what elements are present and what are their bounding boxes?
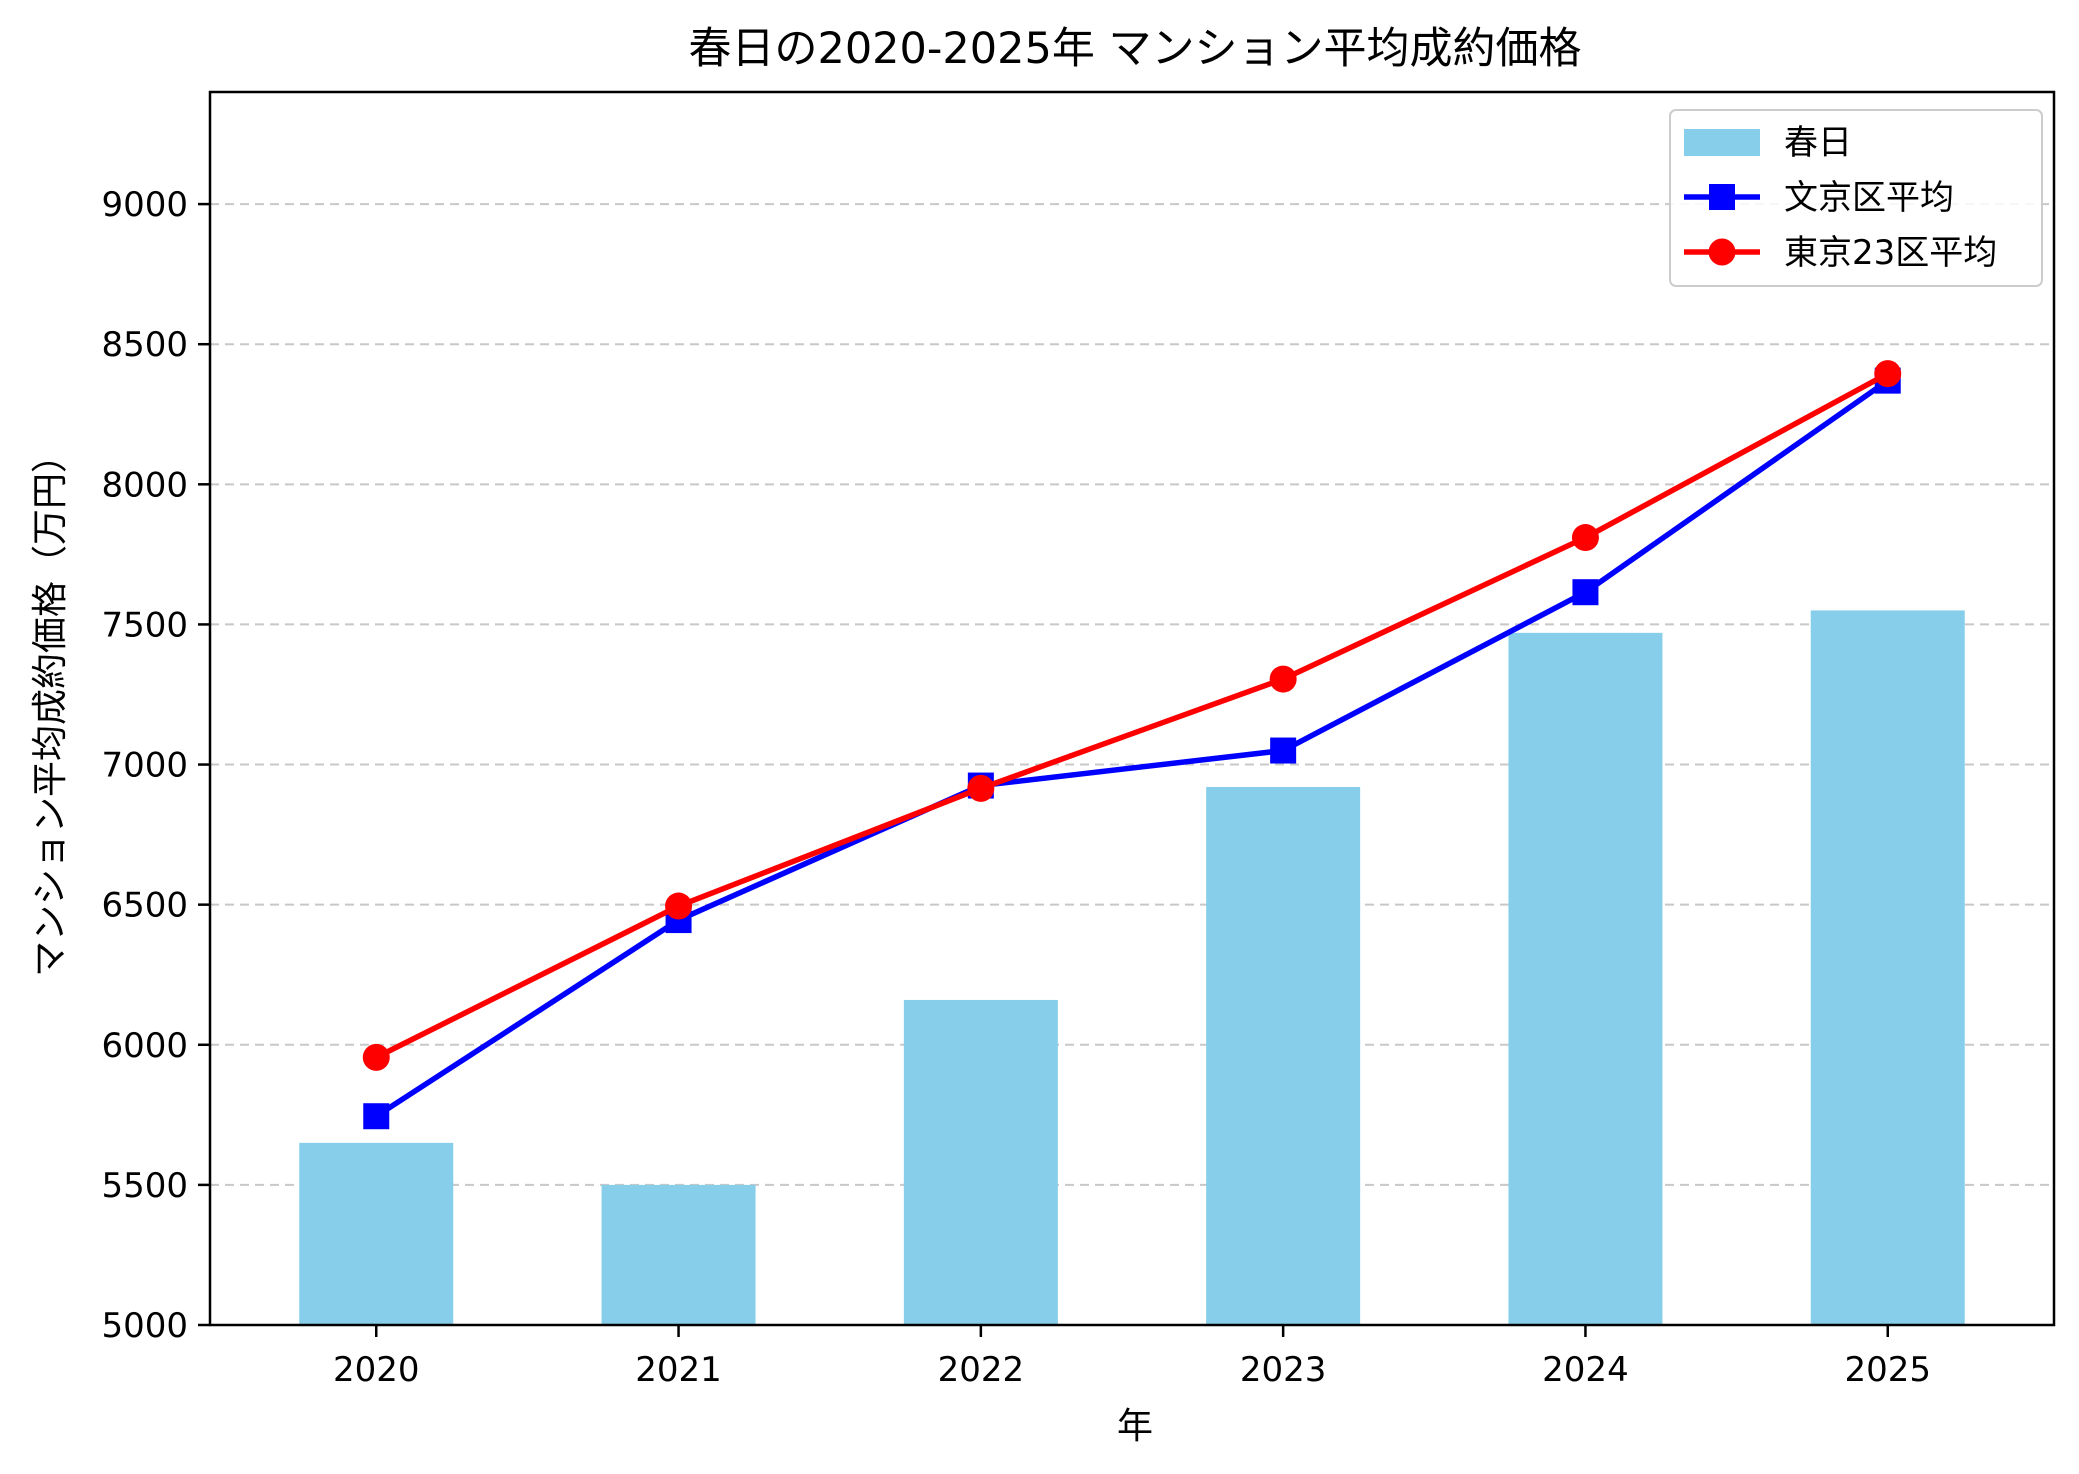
bar-2021 bbox=[602, 1185, 756, 1325]
legend-label-0: 春日 bbox=[1784, 123, 1852, 163]
y-tick-label-6500: 6500 bbox=[101, 886, 188, 926]
bar-2025 bbox=[1811, 610, 1965, 1325]
bar-2020 bbox=[299, 1143, 453, 1325]
y-tick-label-5500: 5500 bbox=[101, 1166, 188, 1206]
x-axis-label: 年 bbox=[1117, 1406, 1153, 1447]
y-tick-label-9000: 9000 bbox=[101, 185, 188, 225]
chart-title: 春日の2020-2025年 マンション平均成約価格 bbox=[688, 24, 1581, 74]
x-tick-label-2024: 2024 bbox=[1542, 1350, 1629, 1390]
y-axis-label: マンション平均成約価格（万円） bbox=[30, 437, 71, 977]
legend-swatch-0 bbox=[1684, 129, 1760, 156]
bar-2022 bbox=[904, 1000, 1058, 1325]
x-tick-label-2023: 2023 bbox=[1240, 1350, 1327, 1390]
y-tick-label-8500: 8500 bbox=[101, 325, 188, 365]
series-1-marker-2024 bbox=[1572, 579, 1598, 605]
y-tick-label-7000: 7000 bbox=[101, 746, 188, 786]
series-2-marker-2021 bbox=[665, 893, 692, 920]
series-2-marker-2023 bbox=[1270, 666, 1297, 693]
legend-label-2: 東京23区平均 bbox=[1784, 233, 1997, 273]
x-tick-label-2025: 2025 bbox=[1844, 1350, 1931, 1390]
series-2-marker-2025 bbox=[1874, 360, 1901, 387]
series-2-marker-2020 bbox=[363, 1044, 390, 1071]
y-tick-label-5000: 5000 bbox=[101, 1306, 188, 1346]
x-tick-label-2022: 2022 bbox=[938, 1350, 1025, 1390]
series-1-marker-2023 bbox=[1270, 738, 1296, 764]
y-tick-label-6000: 6000 bbox=[101, 1026, 188, 1066]
legend-label-1: 文京区平均 bbox=[1784, 178, 1954, 218]
bar-2023 bbox=[1206, 787, 1360, 1325]
series-2-marker-2022 bbox=[967, 775, 994, 802]
series-2-marker-2024 bbox=[1572, 524, 1599, 551]
legend-marker-2 bbox=[1709, 239, 1736, 266]
y-tick-label-8000: 8000 bbox=[101, 465, 188, 505]
y-tick-label-7500: 7500 bbox=[101, 605, 188, 645]
series-1-marker-2020 bbox=[363, 1103, 389, 1129]
legend-marker-1 bbox=[1709, 184, 1735, 210]
bar-2024 bbox=[1508, 633, 1662, 1325]
x-tick-label-2020: 2020 bbox=[333, 1350, 420, 1390]
x-tick-label-2021: 2021 bbox=[635, 1350, 722, 1390]
